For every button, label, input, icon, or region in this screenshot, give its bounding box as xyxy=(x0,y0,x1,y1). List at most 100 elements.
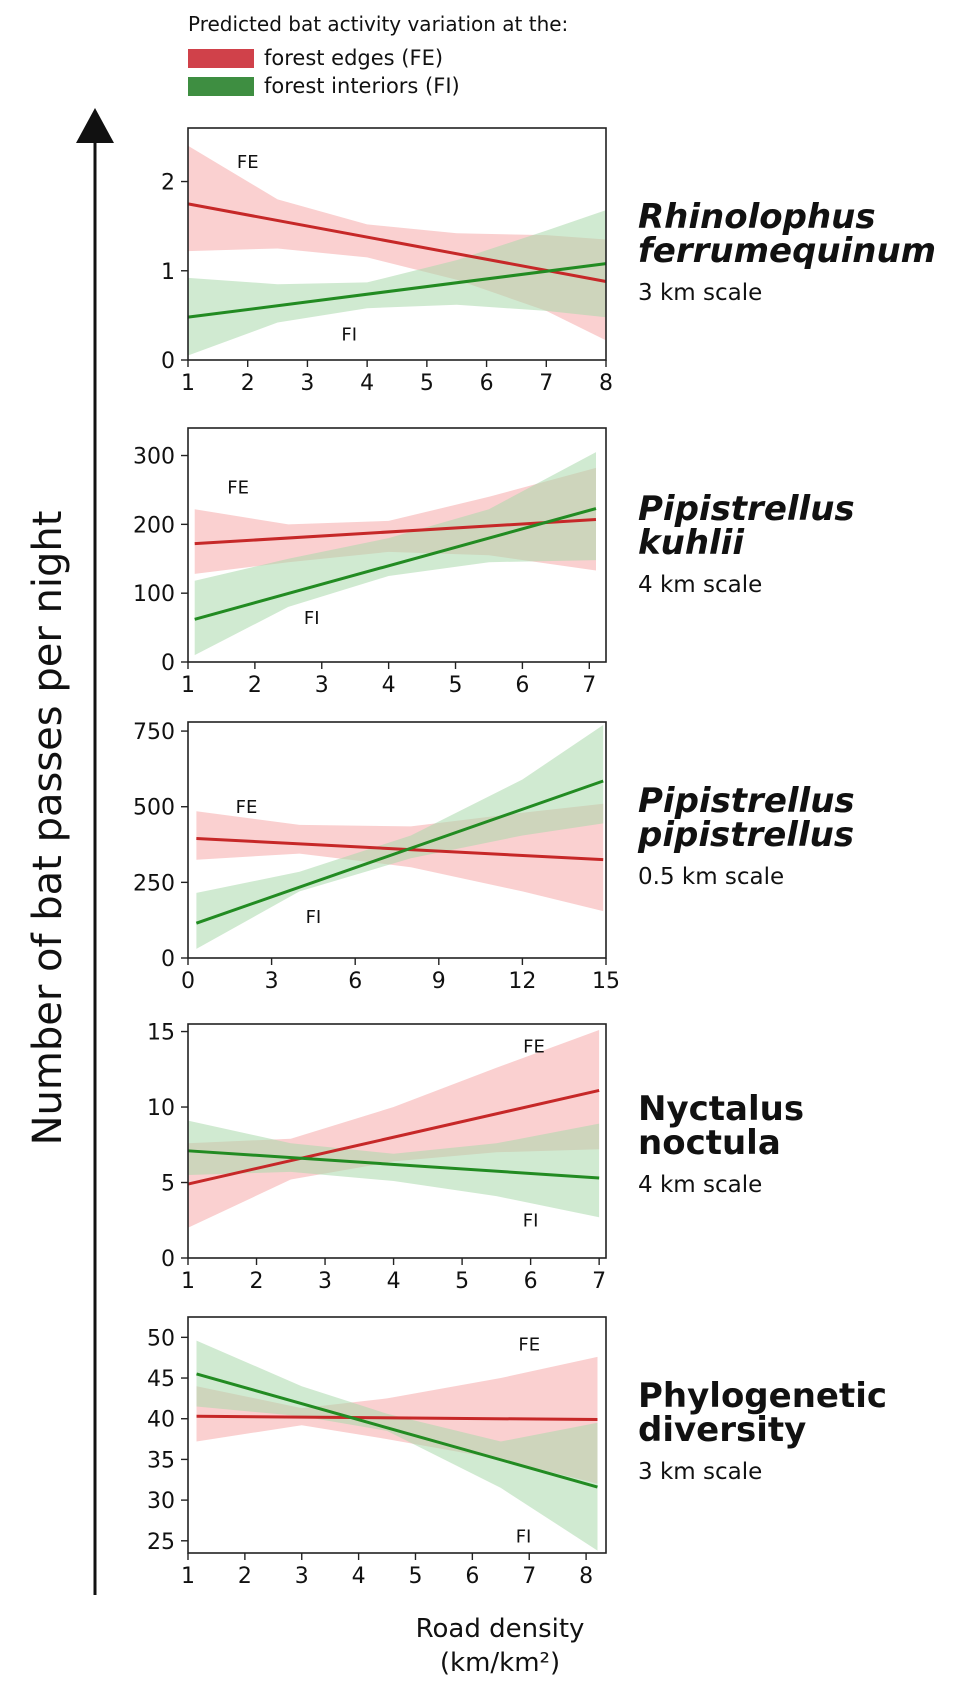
x-tick-label: 2 xyxy=(238,1564,252,1589)
series-line-fi xyxy=(196,1372,598,1489)
ci-band-fi xyxy=(188,1120,600,1218)
y-tick-label: 750 xyxy=(133,720,175,745)
x-axis-label-line2: (km/km²) xyxy=(439,1648,561,1678)
x-tick-label: 5 xyxy=(420,371,434,396)
series-label-fe: FE xyxy=(237,152,259,173)
y-tick-label: 10 xyxy=(147,1096,175,1121)
chart-panel-2: FE FI 1 2 3 4 5 6 7 0 100 200 300 xyxy=(133,427,607,698)
y-tick-label: 100 xyxy=(133,582,175,607)
species-scale: 3 km scale xyxy=(638,280,763,306)
y-tick-label: 15 xyxy=(147,1021,175,1046)
x-tick-label: 5 xyxy=(408,1564,422,1589)
x-tick-label: 9 xyxy=(432,969,446,994)
y-tick-label: 200 xyxy=(133,513,175,538)
species-scale: 0.5 km scale xyxy=(638,864,785,890)
ci-band-fi xyxy=(196,1340,598,1551)
series-label-fi: FI xyxy=(306,907,322,928)
series-line-fe xyxy=(196,836,604,862)
x-axis-label: Road density (km/km²) xyxy=(400,1612,600,1680)
series-line-fe xyxy=(194,518,597,546)
series-line-fi xyxy=(187,262,607,319)
series-line-fe xyxy=(196,1414,598,1422)
series-label-fi: FI xyxy=(304,608,320,629)
y-tick-label: 0 xyxy=(161,1247,175,1272)
y-tick-label: 0 xyxy=(161,349,175,374)
x-tick-label: 6 xyxy=(480,371,494,396)
legend-swatch-fi xyxy=(188,76,254,96)
x-tick-label: 3 xyxy=(300,371,314,396)
x-tick-label: 0 xyxy=(181,969,195,994)
x-tick-label: 3 xyxy=(265,969,279,994)
x-tick-label: 6 xyxy=(515,673,529,698)
x-tick-label: 4 xyxy=(382,673,396,698)
ci-band-fe xyxy=(188,1030,600,1228)
legend-title: Predicted bat activity variation at the: xyxy=(188,12,569,36)
x-tick-label: 5 xyxy=(455,1269,469,1294)
species-scale: 4 km scale xyxy=(638,572,763,598)
species-label-1: Rhinolophus ferrumequinum 3 km scale xyxy=(638,200,936,306)
y-tick-label: 5 xyxy=(161,1172,175,1197)
series-label-fe: FE xyxy=(227,477,249,498)
chart-panel-4: FE FI 1 2 3 4 5 6 7 0 5 10 15 xyxy=(147,1021,607,1294)
series-label-fe: FE xyxy=(518,1334,540,1355)
series-label-fi: FI xyxy=(523,1210,539,1231)
y-tick-label: 1 xyxy=(161,260,175,285)
y-axis-label: Number of bat passes per night xyxy=(25,510,71,1146)
species-name-line2: pipistrellus xyxy=(638,815,855,855)
legend-item-fe: forest edges (FE) xyxy=(188,46,443,70)
y-tick-label: 2 xyxy=(161,171,175,196)
plot-frame xyxy=(187,1023,607,1259)
species-name-line1: Phylogenetic xyxy=(638,1376,888,1416)
species-name-line1: Pipistrellus xyxy=(638,781,855,821)
y-tick-label: 30 xyxy=(147,1489,175,1514)
species-name-line2: ferrumequinum xyxy=(638,231,937,271)
x-tick-label: 7 xyxy=(522,1564,536,1589)
y-tick-label: 45 xyxy=(147,1367,175,1392)
species-scale: 4 km scale xyxy=(638,1172,763,1198)
plot-frame xyxy=(187,1316,607,1554)
x-tick-label: 3 xyxy=(315,673,329,698)
x-tick-label: 8 xyxy=(599,371,613,396)
species-name-line2: noctula xyxy=(638,1123,781,1163)
series-label-fi: FI xyxy=(341,324,357,345)
plot-frame xyxy=(187,721,607,959)
x-tick-label: 2 xyxy=(241,371,255,396)
series-line-fe xyxy=(187,202,607,283)
species-name-line2: kuhlii xyxy=(638,523,744,563)
x-tick-label: 7 xyxy=(592,1269,606,1294)
plot-frame xyxy=(187,127,607,361)
ci-band-fi xyxy=(188,210,606,356)
x-tick-label: 5 xyxy=(449,673,463,698)
x-tick-label: 3 xyxy=(318,1269,332,1294)
x-tick-label: 4 xyxy=(352,1564,366,1589)
x-tick-label: 2 xyxy=(250,1269,264,1294)
y-tick-label: 300 xyxy=(133,445,175,470)
x-tick-label: 4 xyxy=(360,371,374,396)
x-tick-label: 12 xyxy=(508,969,536,994)
y-axis-arrow-head-icon xyxy=(76,108,114,143)
y-tick-label: 0 xyxy=(161,947,175,972)
x-tick-label: 15 xyxy=(592,969,620,994)
series-line-fe xyxy=(187,1088,600,1186)
x-tick-label: 1 xyxy=(181,1269,195,1294)
x-tick-label: 1 xyxy=(181,1564,195,1589)
species-name-line1: Nyctalus xyxy=(638,1089,805,1129)
y-tick-label: 25 xyxy=(147,1530,175,1555)
species-name-line1: Rhinolophus xyxy=(638,197,876,237)
y-tick-label: 35 xyxy=(147,1448,175,1473)
species-scale: 3 km scale xyxy=(638,1459,763,1485)
species-label-3: Pipistrellus pipistrellus 0.5 km scale xyxy=(638,784,855,890)
y-tick-label: 0 xyxy=(161,651,175,676)
x-tick-label: 1 xyxy=(181,673,195,698)
series-line-fi xyxy=(194,507,597,621)
series-label-fi: FI xyxy=(516,1526,532,1547)
y-tick-label: 250 xyxy=(133,871,175,896)
x-tick-label: 8 xyxy=(579,1564,593,1589)
species-label-4: Nyctalus noctula 4 km scale xyxy=(638,1092,804,1198)
x-tick-label: 6 xyxy=(348,969,362,994)
series-line-fi xyxy=(195,779,604,925)
x-tick-label: 2 xyxy=(248,673,262,698)
series-label-fe: FE xyxy=(523,1037,545,1058)
